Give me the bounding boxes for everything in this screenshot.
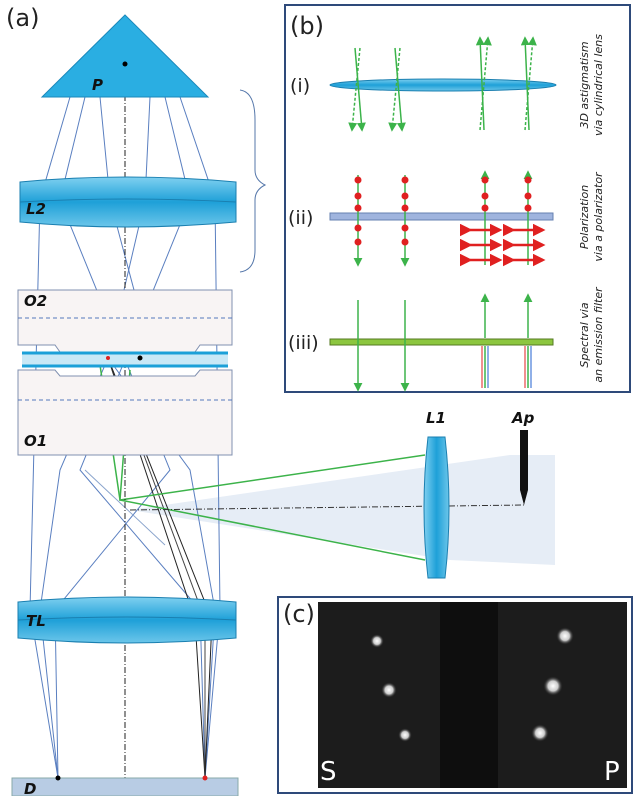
row-label: (iii) (288, 332, 319, 354)
channel-label: S (320, 757, 337, 787)
det-spot (203, 776, 208, 781)
aperture (520, 430, 528, 505)
objective-o2 (18, 290, 232, 352)
row-label: (ii) (288, 207, 313, 229)
lens-l2 (20, 177, 236, 227)
spot (531, 724, 549, 742)
brace (240, 90, 265, 272)
caption: 3D astigmatism (578, 41, 591, 128)
channel-label: P (604, 757, 620, 787)
figure: (a) P L2 O2 O1 L1 Ap TL D (b) (i) (ii) (… (0, 0, 635, 796)
channel-gap (440, 602, 498, 788)
spot (370, 634, 384, 648)
det-spot (56, 776, 61, 781)
panel-label: (a) (6, 4, 39, 32)
component-label: P (92, 76, 103, 94)
component-label: D (24, 780, 36, 796)
panel-label: (c) (283, 600, 315, 628)
cylindrical-lens (330, 79, 556, 91)
spot (543, 676, 563, 696)
caption: via cylindrical lens (592, 34, 605, 136)
caption: via a polarizator (592, 171, 605, 262)
panel-c: (c) S P (278, 597, 632, 793)
caption: Polarization (578, 185, 591, 249)
beam (130, 455, 555, 565)
panel-b: (b) (i) (ii) (iii) (285, 5, 630, 392)
detector (12, 778, 238, 796)
polarizer (330, 213, 553, 220)
component-label: L1 (426, 409, 446, 427)
objective-o1 (18, 370, 232, 455)
row-label: (i) (290, 75, 310, 97)
focus-dot (123, 62, 128, 67)
component-label: TL (26, 612, 46, 630)
caption: an emission filter (592, 286, 605, 383)
lens-l1 (424, 437, 449, 578)
sample (22, 353, 228, 366)
component-label: O1 (24, 432, 47, 450)
emission-filter (330, 339, 553, 345)
emitter (138, 356, 143, 361)
spot (398, 728, 412, 742)
component-label: O2 (24, 292, 47, 310)
caption: Spectral via (578, 302, 591, 367)
tube-lens (18, 597, 236, 643)
component-label: Ap (511, 409, 535, 427)
emitter-red (106, 356, 110, 360)
component-label: L2 (26, 200, 46, 218)
panel-label: (b) (290, 12, 324, 40)
prism (42, 15, 208, 97)
spot (556, 627, 574, 645)
spot (381, 682, 397, 698)
